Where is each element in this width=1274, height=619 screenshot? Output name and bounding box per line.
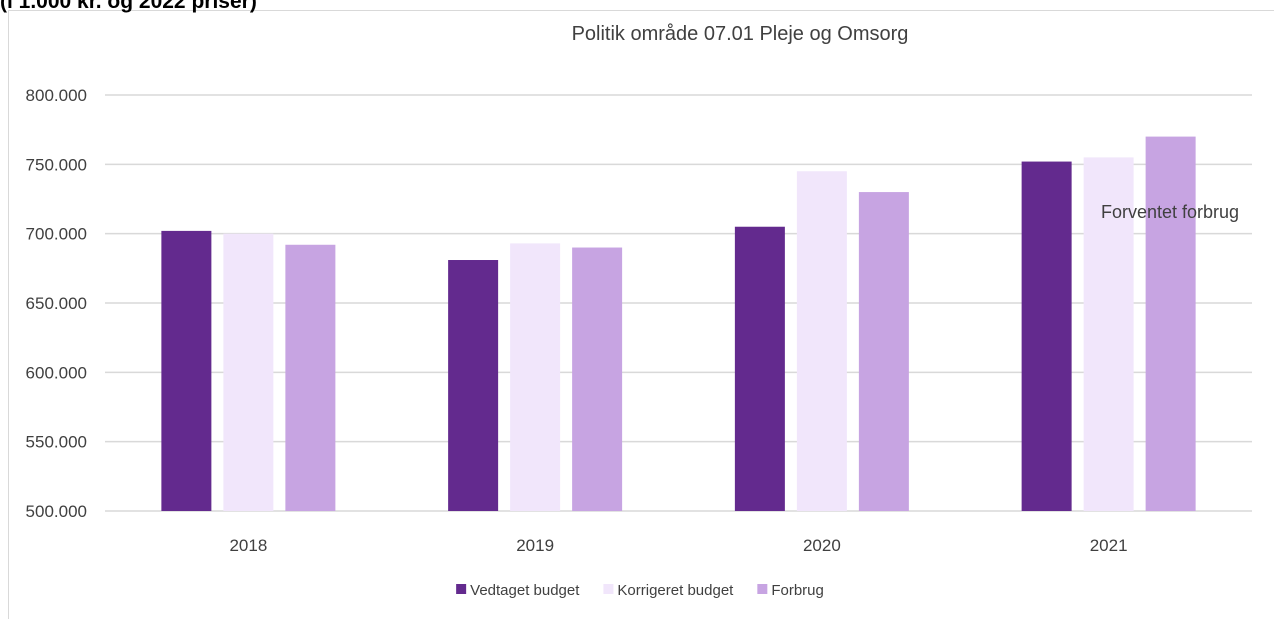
y-tick-label: 550.000: [26, 433, 87, 452]
bar: [1021, 161, 1072, 511]
legend-label: Korrigeret budget: [617, 582, 734, 599]
y-tick-label: 500.000: [26, 502, 87, 521]
bar: [448, 260, 499, 511]
bar: [161, 230, 212, 512]
legend-swatch: [603, 584, 614, 594]
bar: [285, 244, 336, 511]
bar: [734, 226, 785, 511]
bar: [572, 247, 623, 512]
legend-swatch: [456, 584, 467, 594]
bar: [223, 233, 274, 511]
y-tick-label: 800.000: [26, 86, 87, 105]
chart-title: Politik område 07.01 Pleje og Omsorg: [572, 23, 909, 45]
annotation: Forventet forbrug: [1101, 202, 1239, 222]
x-tick-label: 2018: [229, 536, 267, 555]
bar: [796, 171, 847, 511]
bar: [858, 192, 909, 512]
y-tick-label: 650.000: [26, 294, 87, 313]
x-tick-label: 2019: [516, 536, 554, 555]
x-tick-label: 2020: [803, 536, 841, 555]
bar: [510, 243, 561, 511]
x-tick-label: 2021: [1090, 536, 1128, 555]
y-tick-label: 750.000: [26, 155, 87, 174]
legend-swatch: [757, 584, 768, 594]
y-tick-label: 600.000: [26, 363, 87, 382]
bar: [1083, 157, 1134, 511]
y-tick-label: 700.000: [26, 225, 87, 244]
legend-label: Forbrug: [771, 582, 824, 599]
legend-label: Vedtaget budget: [470, 582, 580, 599]
bar: [1145, 136, 1196, 511]
page-heading: (i 1.000 kr. og 2022 priser): [0, 0, 257, 13]
